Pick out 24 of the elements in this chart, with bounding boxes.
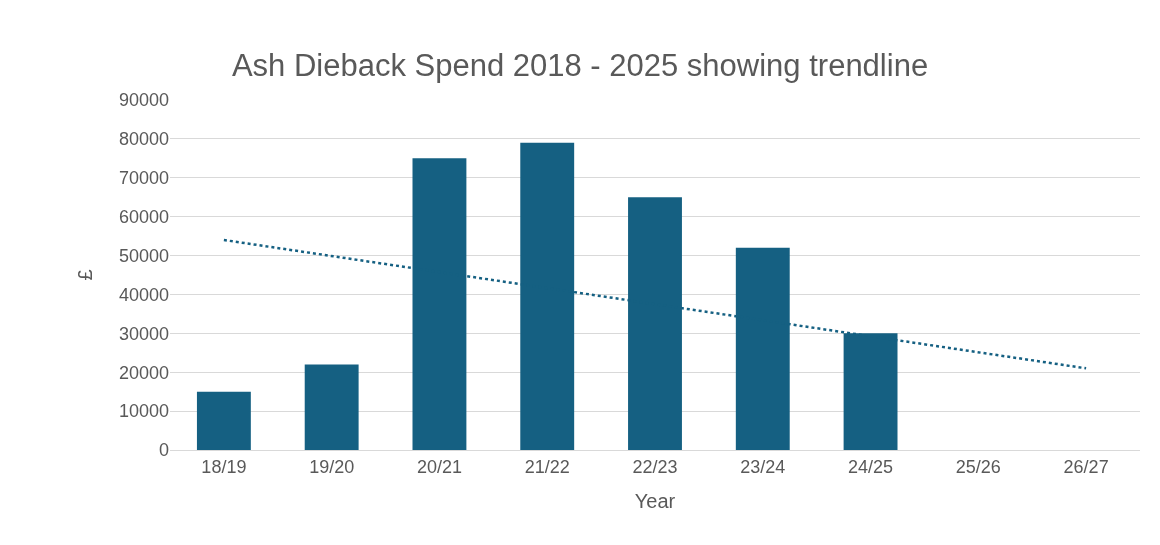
y-tick-label: 40000 xyxy=(118,284,169,305)
bar xyxy=(304,364,359,450)
x-tick-label: 18/19 xyxy=(201,456,247,477)
x-tick-label: 23/24 xyxy=(740,456,786,477)
y-tick-label: 80000 xyxy=(118,129,169,150)
y-tick-label: 0 xyxy=(158,440,169,461)
x-axis-title: Year xyxy=(634,490,676,513)
x-tick-label: 20/21 xyxy=(416,456,462,477)
chart-title: Ash Dieback Spend 2018 - 2025 showing trendline xyxy=(231,48,929,84)
y-tick-label: 50000 xyxy=(118,245,169,266)
x-tick-label: 26/27 xyxy=(1063,456,1109,477)
y-tick-label: 10000 xyxy=(118,401,169,422)
bar xyxy=(196,391,251,450)
y-tick-label: 30000 xyxy=(118,323,169,344)
x-tick-label: 24/25 xyxy=(848,456,894,477)
x-tick-label: 19/20 xyxy=(309,456,355,477)
y-axis-title: £ xyxy=(74,269,97,281)
x-tick-label: 21/22 xyxy=(524,456,570,477)
y-tick-label: 70000 xyxy=(118,168,169,189)
x-tick-label: 25/26 xyxy=(955,456,1001,477)
y-tick-label: 90000 xyxy=(118,90,169,111)
y-tick-label: 60000 xyxy=(118,206,169,227)
y-tick-label: 20000 xyxy=(118,362,169,383)
x-tick-label: 22/23 xyxy=(632,456,678,477)
